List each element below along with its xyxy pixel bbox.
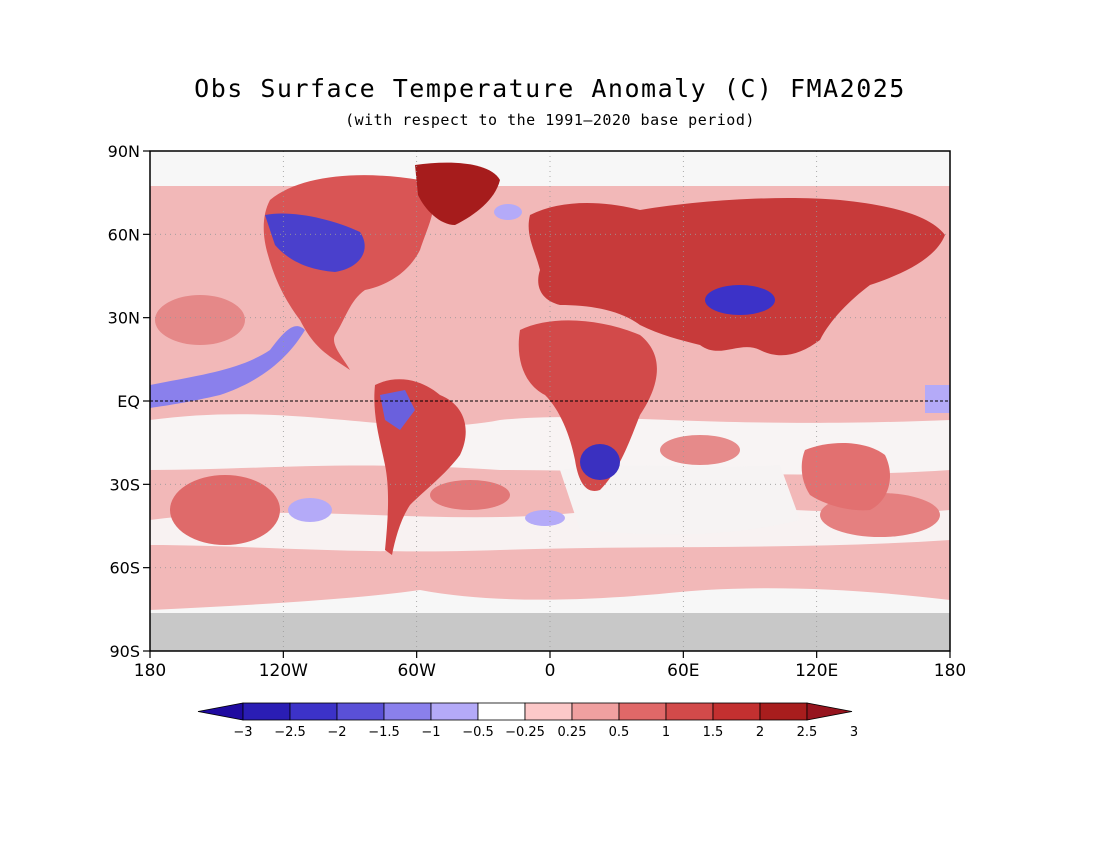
greenland bbox=[415, 162, 500, 225]
canada-cold-anomaly bbox=[265, 213, 365, 272]
lat-tick-label: 30N bbox=[108, 309, 140, 328]
south-pacific-cool bbox=[288, 498, 332, 522]
map-title: Obs Surface Temperature Anomaly (C) FMA2… bbox=[194, 74, 906, 103]
colorbar: −3 −2.5 −2 −1.5 −1 −0.5 −0.25 0.25 0.5 1 1.5 2 2.5 3 bbox=[197, 702, 858, 740]
colorbar-segment bbox=[759, 702, 808, 721]
lat-tick-label: 30S bbox=[109, 475, 140, 494]
colorbar-segment bbox=[665, 702, 714, 721]
colorbar-arrow-max bbox=[806, 702, 853, 721]
colorbar-segment bbox=[618, 702, 667, 721]
east-pacific-cool bbox=[150, 326, 305, 408]
colorbar-label: 0.25 bbox=[558, 725, 587, 740]
colorbar-label: −1 bbox=[421, 725, 440, 740]
central-asia-cold bbox=[705, 285, 775, 315]
lat-tick-label: EQ bbox=[117, 392, 140, 411]
lon-tick-label: 180 bbox=[134, 661, 166, 681]
map-subtitle: (with respect to the 1991—2020 base peri… bbox=[345, 111, 755, 129]
lon-tick-label: 0 bbox=[545, 661, 556, 681]
africa bbox=[518, 320, 657, 491]
lon-tick-label: 60W bbox=[397, 661, 436, 681]
lat-tick-label: 90N bbox=[108, 142, 140, 161]
south-atlantic-cool bbox=[525, 510, 565, 526]
colorbar-label: 3 bbox=[850, 725, 858, 740]
colorbar-label: −0.25 bbox=[505, 725, 545, 740]
lat-tick-label: 90S bbox=[109, 642, 140, 661]
tropical-south-band bbox=[150, 414, 950, 475]
lon-tick-label: 120W bbox=[259, 661, 308, 681]
north-pacific-warm bbox=[155, 295, 245, 345]
colorbar-segment bbox=[430, 702, 479, 721]
colorbar-label: −2 bbox=[327, 725, 346, 740]
eurasia bbox=[528, 198, 945, 356]
amazon-cool bbox=[380, 390, 415, 430]
south-pacific-warm bbox=[170, 475, 280, 545]
indian-ocean-neutral bbox=[560, 465, 800, 535]
colorbar-label: −2.5 bbox=[274, 725, 306, 740]
west-pacific-cool bbox=[925, 385, 950, 413]
colorbar-label: 0.5 bbox=[609, 725, 630, 740]
latitude-axis: 90N 60N 30N EQ 30S 60S 90S bbox=[108, 142, 150, 661]
colorbar-segment bbox=[289, 702, 338, 721]
south-atlantic-warm bbox=[430, 480, 510, 510]
colorbar-segment bbox=[524, 702, 573, 721]
southern-africa-cold bbox=[580, 444, 620, 480]
colorbar-label: 1 bbox=[662, 725, 670, 740]
colorbar-label: 2 bbox=[756, 725, 764, 740]
colorbar-label: 1.5 bbox=[703, 725, 724, 740]
lon-tick-label: 180 bbox=[934, 661, 966, 681]
colorbar-segment bbox=[383, 702, 432, 721]
colorbar-label: −1.5 bbox=[368, 725, 400, 740]
lon-tick-label: 60E bbox=[667, 661, 699, 681]
colorbar-segment bbox=[477, 702, 526, 721]
indian-ocean-warm bbox=[660, 435, 740, 465]
colorbar-segment bbox=[336, 702, 385, 721]
colorbar-segment bbox=[712, 702, 761, 721]
colorbar-label: −0.5 bbox=[462, 725, 494, 740]
colorbar-label: −3 bbox=[233, 725, 252, 740]
colorbar-segment bbox=[571, 702, 620, 721]
colorbar-segment bbox=[242, 702, 291, 721]
lat-tick-label: 60S bbox=[109, 559, 140, 578]
australia bbox=[801, 443, 890, 511]
colorbar-arrow-min bbox=[197, 702, 244, 721]
colorbar-label: 2.5 bbox=[797, 725, 818, 740]
lat-tick-label: 60N bbox=[108, 225, 140, 244]
lon-tick-label: 120E bbox=[795, 661, 838, 681]
iceland-cool bbox=[494, 204, 522, 220]
longitude-axis: 180 120W 60W 0 60E 120E 180 bbox=[134, 651, 966, 681]
